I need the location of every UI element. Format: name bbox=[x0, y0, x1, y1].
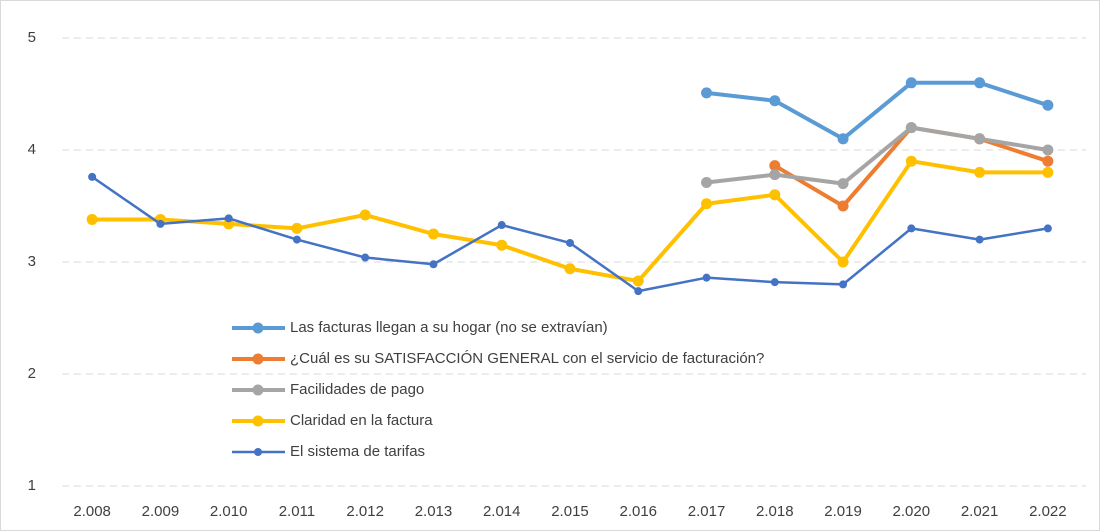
data-point bbox=[632, 275, 644, 287]
legend-marker bbox=[252, 384, 264, 396]
data-point bbox=[156, 219, 165, 228]
legend-label: Claridad en la factura bbox=[290, 412, 433, 429]
data-point bbox=[839, 280, 848, 289]
legend-marker bbox=[252, 353, 264, 365]
y-tick-label: 1 bbox=[28, 477, 36, 494]
data-point bbox=[291, 222, 303, 234]
data-point bbox=[974, 166, 986, 178]
data-point bbox=[497, 221, 506, 230]
x-tick-label: 2.018 bbox=[756, 503, 794, 520]
x-tick-label: 2.021 bbox=[961, 503, 999, 520]
data-point bbox=[1043, 224, 1052, 233]
x-tick-label: 2.016 bbox=[619, 503, 657, 520]
x-tick-label: 2.008 bbox=[73, 503, 111, 520]
data-point bbox=[701, 176, 713, 188]
x-tick-label: 2.012 bbox=[346, 503, 384, 520]
x-tick-label: 2.013 bbox=[415, 503, 453, 520]
x-tick-label: 2.014 bbox=[483, 503, 521, 520]
data-point bbox=[905, 155, 917, 167]
y-tick-label: 5 bbox=[28, 29, 36, 46]
data-point bbox=[905, 77, 917, 89]
x-tick-label: 2.017 bbox=[688, 503, 726, 520]
data-point bbox=[701, 198, 713, 210]
legend-label: ¿Cuál es su SATISFACCIÓN GENERAL con el … bbox=[290, 350, 764, 367]
data-point bbox=[907, 224, 916, 233]
data-point bbox=[1042, 166, 1054, 178]
data-point bbox=[1042, 144, 1054, 156]
x-tick-label: 2.015 bbox=[551, 503, 589, 520]
legend-marker bbox=[252, 322, 264, 334]
data-point bbox=[769, 95, 781, 107]
data-point bbox=[905, 122, 917, 134]
data-point bbox=[769, 160, 781, 172]
data-point bbox=[702, 273, 711, 282]
data-point bbox=[701, 87, 713, 99]
x-tick-label: 2.010 bbox=[210, 503, 248, 520]
x-tick-label: 2.019 bbox=[824, 503, 862, 520]
data-point bbox=[837, 133, 849, 145]
x-tick-label: 2.020 bbox=[893, 503, 931, 520]
data-point bbox=[1042, 99, 1054, 111]
x-tick-label: 2.022 bbox=[1029, 503, 1067, 520]
legend-label: Las facturas llegan a su hogar (no se ex… bbox=[290, 319, 608, 336]
data-point bbox=[769, 169, 781, 181]
legend-marker bbox=[252, 415, 264, 427]
data-point bbox=[88, 172, 97, 181]
data-point bbox=[769, 189, 781, 201]
data-point bbox=[86, 213, 98, 225]
series-line bbox=[706, 125, 1049, 186]
data-point bbox=[361, 253, 370, 262]
data-point bbox=[292, 235, 301, 244]
data-point bbox=[837, 256, 849, 268]
data-point bbox=[566, 238, 574, 247]
data-point bbox=[974, 77, 986, 89]
x-tick-label: 2.011 bbox=[279, 503, 315, 520]
data-point bbox=[634, 287, 643, 296]
data-point bbox=[974, 133, 986, 145]
y-tick-label: 3 bbox=[28, 253, 36, 270]
data-point bbox=[564, 263, 576, 275]
data-point bbox=[359, 209, 371, 221]
series-line bbox=[706, 80, 1049, 141]
data-point bbox=[496, 239, 508, 251]
legend-label: El sistema de tarifas bbox=[290, 443, 425, 460]
data-point bbox=[1042, 155, 1054, 167]
data-point bbox=[427, 228, 439, 240]
data-point bbox=[975, 235, 984, 244]
x-tick-label: 2.009 bbox=[142, 503, 180, 520]
y-tick-label: 4 bbox=[28, 141, 36, 158]
data-point bbox=[770, 278, 779, 287]
legend-label: Facilidades de pago bbox=[290, 381, 424, 398]
data-point bbox=[224, 214, 233, 223]
y-tick-label: 2 bbox=[28, 365, 36, 382]
data-point bbox=[837, 200, 849, 212]
legend-marker bbox=[254, 448, 262, 456]
data-point bbox=[429, 260, 438, 269]
data-point bbox=[837, 178, 849, 190]
